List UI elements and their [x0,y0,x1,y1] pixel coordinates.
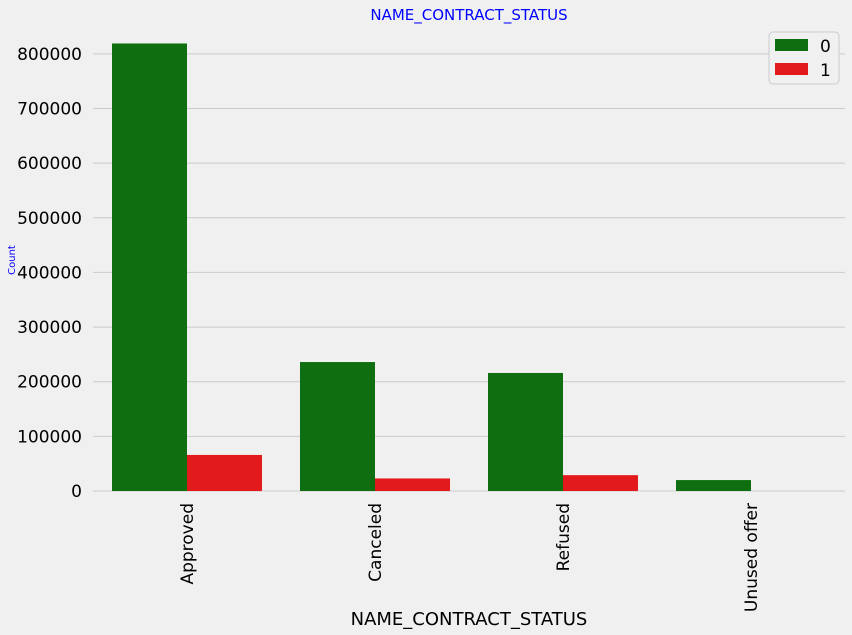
legend-label-1: 1 [820,61,831,81]
bar-refused-series-0 [488,372,563,491]
y-tick-label: 400000 [17,263,82,283]
bar-refused-series-1 [563,475,638,491]
y-tick-labels: 0 100000 200000 300000 400000 500000 600000 700… [17,45,82,502]
y-tick-label: 100000 [17,427,82,447]
legend-swatch-1 [775,63,808,75]
bars [112,43,751,491]
bar-canceled-series-1 [375,478,450,491]
legend-label-0: 0 [820,37,831,57]
y-tick-label: 300000 [17,318,82,338]
x-axis-label: NAME_CONTRACT_STATUS [351,609,588,630]
legend: 0 1 [768,31,840,85]
bar-unused-offer-series-0 [676,480,751,491]
y-axis-label: Count [7,245,18,275]
bar-canceled-series-0 [300,362,375,491]
bar-approved-series-1 [187,454,262,491]
y-tick-label: 600000 [17,154,82,174]
y-tick-label: 0 [71,482,82,502]
x-tick-labels: Approved Canceled Refused Unused offer [178,503,762,612]
x-tick-label: Approved [178,503,198,585]
grid-lines [93,53,845,492]
bar-approved-series-0 [112,43,187,491]
y-tick-label: 200000 [17,373,82,393]
chart-title: NAME_CONTRACT_STATUS [370,6,567,25]
y-tick-label: 500000 [17,209,82,229]
x-tick-label: Canceled [366,503,386,582]
y-tick-label: 800000 [17,45,82,65]
x-tick-label: Refused [554,503,574,571]
x-tick-label: Unused offer [742,503,762,612]
y-tick-label: 700000 [17,100,82,120]
legend-swatch-0 [775,39,808,51]
